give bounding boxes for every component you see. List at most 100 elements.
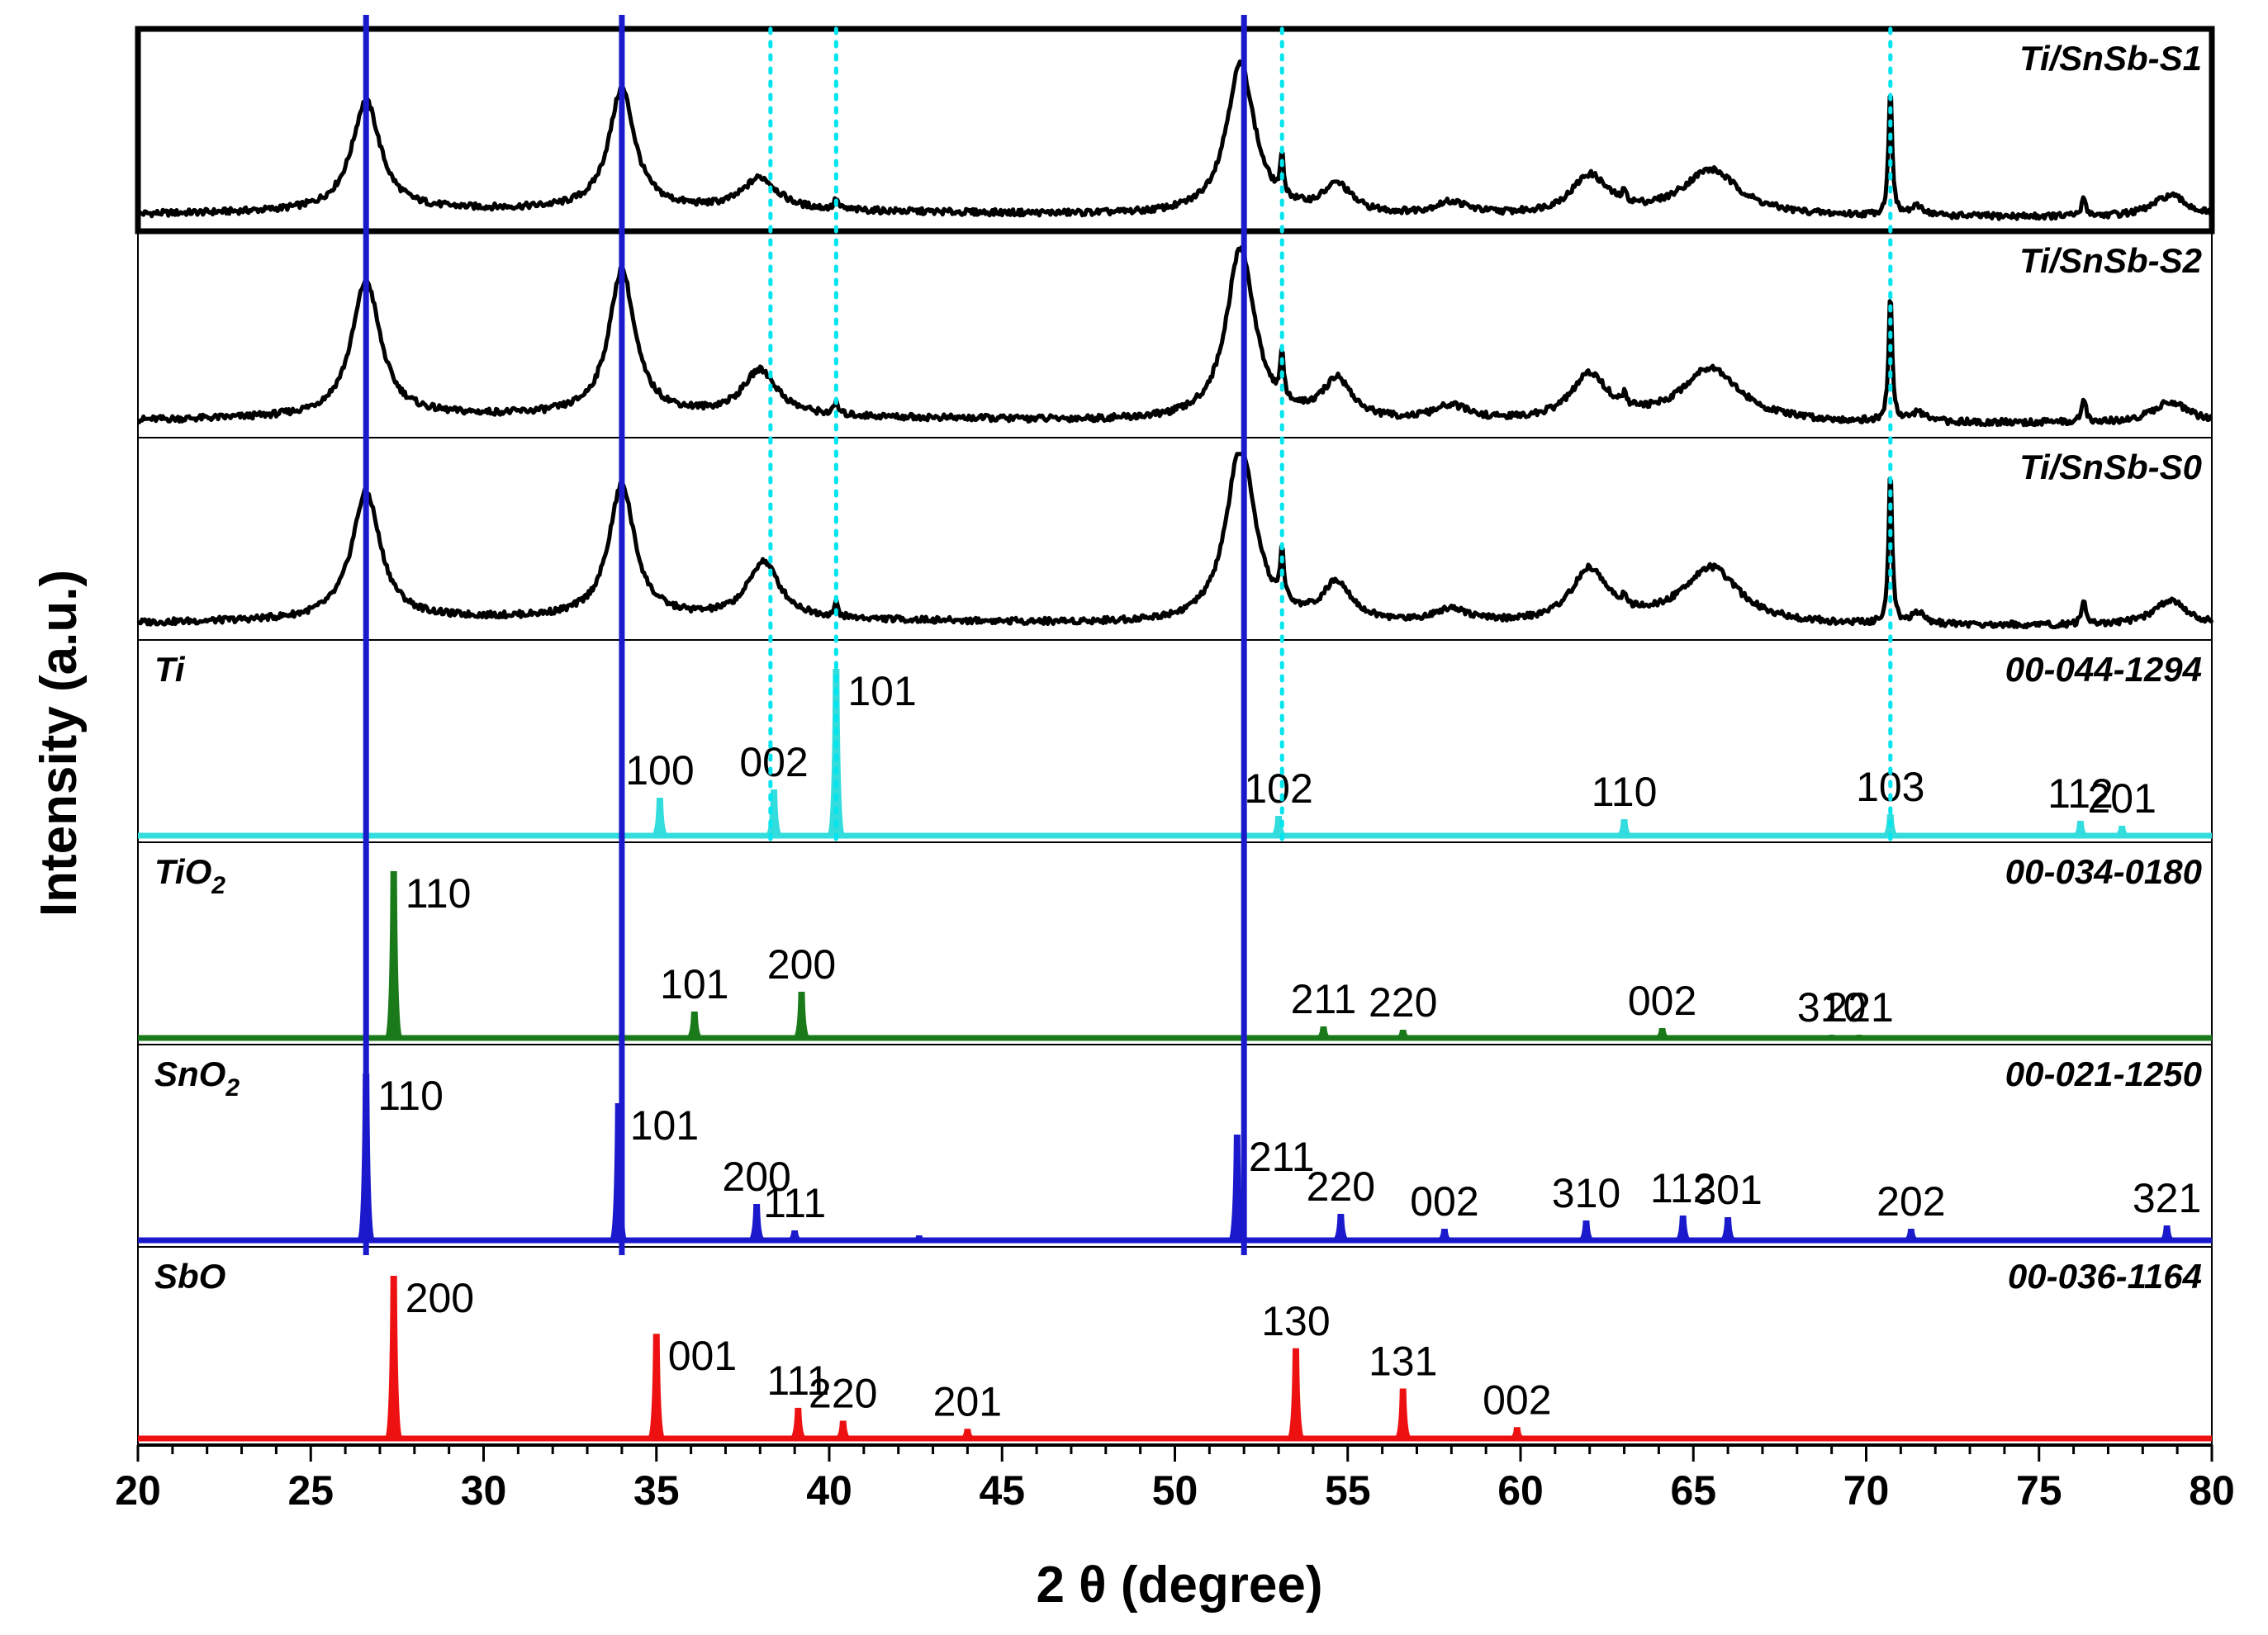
peak-label-sbo-220: 220 <box>809 1371 877 1417</box>
peak-label-sno2-310: 310 <box>1552 1170 1620 1216</box>
peak-tio2-002 <box>1654 1028 1670 1040</box>
peak-label-sbo-001: 001 <box>668 1333 737 1379</box>
peak-label-sno2-202: 202 <box>1877 1178 1945 1225</box>
series-line-ti-snsb-s1 <box>135 59 2214 221</box>
peak-label-sno2-220: 220 <box>1307 1163 1375 1210</box>
x-tick-label-55: 55 <box>1325 1467 1371 1514</box>
peak-tio2-101 <box>686 1012 703 1040</box>
peak-ti-100 <box>652 798 668 837</box>
x-axis: 20 25 30 35 40 45 50 55 60 65 70 75 80 <box>115 1443 2235 1514</box>
reference-lines-layer <box>363 15 1893 1255</box>
peak-sno2-111 <box>786 1230 803 1242</box>
peak-label-tio2-101: 101 <box>660 961 728 1007</box>
panel-ti-snsb-s2: Ti/SnSb-S2 <box>137 230 2213 438</box>
x-tick-label-20: 20 <box>115 1467 161 1514</box>
peak-sbo-001 <box>647 1334 666 1440</box>
peak-sbo-131 <box>1394 1388 1412 1440</box>
peak-label-sbo-201: 201 <box>933 1378 1002 1424</box>
phase-label-tio2: TiO2 <box>154 852 225 899</box>
x-tick-label-50: 50 <box>1152 1467 1198 1514</box>
peak-label-ti-102: 102 <box>1244 765 1312 812</box>
x-tick-label-65: 65 <box>1670 1467 1716 1514</box>
card-label-sno2: 00-021-1250 <box>2005 1054 2202 1093</box>
x-tick-label-30: 30 <box>461 1467 507 1514</box>
peak-sbo-130 <box>1286 1348 1305 1440</box>
x-tick-label-45: 45 <box>979 1467 1025 1514</box>
peak-tio2-211 <box>1316 1026 1331 1040</box>
peak-ti-002 <box>766 789 783 837</box>
peak-label-tio2-310: 310 <box>1797 984 1866 1031</box>
peak-sno2-321 <box>2159 1225 2175 1242</box>
card-label-tio2: 00-034-0180 <box>2005 852 2202 891</box>
peak-sno2-112 <box>1675 1216 1692 1242</box>
peak-label-sno2-110: 110 <box>377 1073 444 1119</box>
y-axis-title: Intensity (a.u.) <box>31 570 88 917</box>
peak-label-sbo-130: 130 <box>1261 1298 1330 1344</box>
peak-label-sno2-111: 111 <box>763 1180 826 1226</box>
peak-label-sno2-002: 002 <box>1410 1178 1478 1225</box>
x-tick-label-60: 60 <box>1497 1467 1544 1514</box>
series-label-ti-snsb-s0: Ti/SnSb-S0 <box>2019 448 2202 486</box>
phase-label-sbo: SbO <box>154 1257 225 1296</box>
x-tick-label-75: 75 <box>2016 1467 2062 1514</box>
peak-label-sno2-112: 112 <box>1650 1165 1716 1211</box>
phase-label-sno2: SnO2 <box>154 1054 240 1102</box>
peak-label-tio2-002: 002 <box>1628 978 1696 1024</box>
peak-sbo-220 <box>835 1420 852 1440</box>
peak-tio2-110 <box>384 871 403 1040</box>
peak-label-tio2-200: 200 <box>767 941 836 988</box>
peak-label-tio2-221: 221 <box>1824 984 1893 1031</box>
peak-label-sno2-200: 200 <box>722 1154 790 1200</box>
series-line-ti-snsb-s2 <box>137 245 2213 428</box>
peak-sno2-202 <box>1903 1229 1919 1242</box>
peak-label-sbo-002: 002 <box>1483 1377 1551 1423</box>
peak-label-sno2-211: 211 <box>1249 1134 1315 1180</box>
peak-tio2-221 <box>1852 1035 1867 1040</box>
peak-sno2-301 <box>1720 1217 1736 1242</box>
x-axis-title: 2 θ (degree) <box>1036 1557 1322 1614</box>
series-line-ti-snsb-s0 <box>136 452 2214 630</box>
peak-label-ti-101: 101 <box>847 668 916 714</box>
peak-ti-112 <box>2072 821 2089 837</box>
peak-tio2-220 <box>1395 1030 1411 1040</box>
peak-label-ti-201: 201 <box>2087 775 2156 822</box>
peak-label-tio2-110: 110 <box>406 870 472 917</box>
peak-sbo-200 <box>384 1276 403 1440</box>
peak-label-sbo-131: 131 <box>1369 1339 1437 1385</box>
card-label-ti: 00-044-1294 <box>2005 650 2202 689</box>
peak-ti-101 <box>827 669 846 837</box>
peak-sno2-220 <box>1332 1214 1349 1242</box>
peak-label-tio2-211: 211 <box>1291 976 1357 1022</box>
peak-sno2-unlabeled-4 <box>911 1235 927 1242</box>
peak-ti-201 <box>2114 826 2130 837</box>
peak-tio2-310 <box>1824 1035 1839 1040</box>
panel-frame-ti <box>137 639 2213 843</box>
peak-sno2-200 <box>748 1204 765 1242</box>
peak-label-ti-112: 112 <box>2047 770 2114 817</box>
peak-sbo-201 <box>960 1429 975 1440</box>
series-label-ti-snsb-s1: Ti/SnSb-S1 <box>2019 39 2202 78</box>
peak-label-sno2-101: 101 <box>630 1102 699 1149</box>
peak-label-sno2-301: 301 <box>1693 1167 1762 1213</box>
peak-label-sbo-200: 200 <box>406 1275 474 1321</box>
peak-sno2-002 <box>1436 1229 1453 1242</box>
peak-label-tio2-220: 220 <box>1369 979 1437 1026</box>
x-tick-label-40: 40 <box>806 1467 852 1514</box>
peak-label-ti-002: 002 <box>739 739 808 785</box>
phase-label-ti: Ti <box>154 650 186 689</box>
peak-label-ti-110: 110 <box>1592 769 1658 815</box>
panel-ti-snsb-s1: Ti/SnSb-S1 <box>135 26 2215 235</box>
panel-ti-snsb-s0: Ti/SnSb-S0 <box>136 437 2214 641</box>
peak-ti-102 <box>1270 816 1287 837</box>
x-tick-label-25: 25 <box>287 1467 334 1514</box>
x-tick-label-35: 35 <box>633 1467 680 1514</box>
card-label-sbo: 00-036-1164 <box>2008 1257 2202 1296</box>
peak-tio2-200 <box>793 992 810 1040</box>
peak-label-ti-100: 100 <box>625 747 694 794</box>
